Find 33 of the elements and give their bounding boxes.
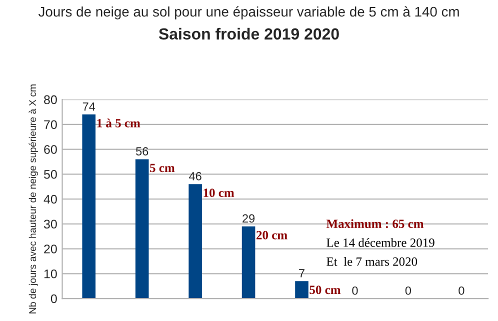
data-label: 0 [458,286,464,295]
y-tick-label: 50 [44,170,57,179]
bar [135,159,149,299]
data-label: 74 [82,102,96,111]
annotation: Le 14 décembre 2019 [326,238,434,247]
data-label: 29 [242,214,255,223]
annotation: 5 cm [150,164,175,172]
bar [82,114,96,299]
data-label: 46 [189,172,202,180]
y-tick-label: 30 [44,220,57,229]
y-tick-label: 60 [44,145,57,154]
chart-title: Jours de neige au sol pour une épaisseur variable de 5 cm à 140 cm [38,6,459,20]
chart-subtitle: Saison froide 2019 2020 [158,28,339,40]
y-tick-label: 10 [44,269,57,278]
y-tick-label: 70 [44,120,57,130]
annotation: 10 cm [204,188,234,198]
annotation: 20 cm [256,230,288,240]
data-label: 7 [299,269,304,278]
annotation: 50 cm [310,286,341,294]
data-label: 0 [352,286,358,295]
bar [188,184,202,299]
y-tick-label: 40 [44,194,57,204]
annotation: Maximum : 65 cm [326,219,424,228]
y-tick-label: 20 [44,244,57,254]
bar [242,226,256,299]
annotation: 1 à 5 cm [97,118,140,128]
y-axis-title: Nb de jours avec hauteur de neige supérieure à X cm [28,84,38,314]
y-tick-label: 0 [50,294,57,304]
bar [295,281,308,299]
annotation: Et le 7 mars 2020 [326,257,418,266]
data-label: 56 [136,147,148,156]
data-label: 0 [405,286,412,295]
y-tick-label: 80 [44,95,57,104]
